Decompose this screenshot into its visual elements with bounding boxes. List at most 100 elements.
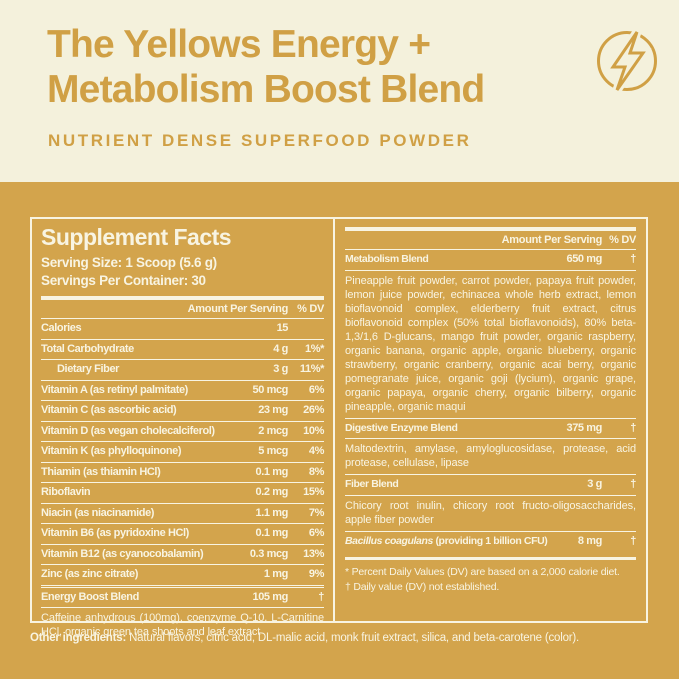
nutrient-name: Niacin (as niacinamide): [41, 506, 155, 519]
nutrient-dv: 13%: [303, 547, 324, 560]
nutrient-dv: 8%: [308, 465, 325, 478]
facts-left-column: Supplement Facts Serving Size: 1 Scoop (…: [32, 219, 335, 638]
product-title-line1: The Yellows Energy +: [47, 23, 431, 66]
blend-dv: †: [630, 478, 636, 490]
nutrient-amount: 0.1 mg: [255, 465, 289, 478]
blend-ingredients: Pineapple fruit powder, carrot powder, p…: [345, 269, 636, 418]
table-row: Vitamin A (as retinyl palmitate) 50 mcg …: [41, 379, 325, 401]
nutrient-dv: 1%*: [305, 342, 324, 355]
blend-dv: †: [630, 534, 636, 547]
nutrient-name: Vitamin A (as retinyl palmitate): [41, 383, 188, 396]
nutrient-name: Thiamin (as thiamin HCl): [41, 465, 161, 478]
thick-rule: [345, 227, 636, 231]
blend-amount: 8 mg: [577, 534, 602, 547]
table-row: Digestive Enzyme Blend 375 mg †: [345, 417, 636, 439]
nutrient-amount: 15: [276, 322, 289, 334]
lightning-bolt-icon: [593, 27, 661, 95]
footnotes: * Percent Daily Values (DV) are based on…: [345, 565, 636, 594]
blend-sections: Metabolism Blend 650 mg † Pineapple frui…: [345, 249, 636, 551]
product-subtitle: NUTRIENT DENSE SUPERFOOD POWDER: [48, 131, 472, 150]
other-ingredients: Other ingredients: Natural flavors, citr…: [30, 631, 650, 646]
table-row: Niacin (as niacinamide) 1.1 mg 7%: [41, 502, 324, 524]
nutrient-amount: 5 mcg: [258, 445, 288, 457]
nutrient-amount: 0.3 mcg: [249, 547, 289, 560]
nutrient-dv: 6%: [308, 527, 325, 539]
table-row: Calories 15: [41, 318, 324, 339]
amount-per-serving-header: Amount Per Serving: [187, 303, 289, 315]
table-row: Dietary Fiber 3 g 11%*: [41, 359, 324, 380]
table-row: Vitamin B12 (as cyanocobalamin) 0.3 mcg …: [41, 543, 324, 565]
table-row: Vitamin C (as ascorbic acid) 23 mg 26%: [41, 400, 324, 421]
product-title-line2: Metabolism Boost Blend: [47, 68, 485, 111]
footnote: * Percent Daily Values (DV) are based on…: [345, 566, 620, 578]
table-row: Bacillus coagulans (providing 1 billion …: [345, 530, 636, 552]
energy-blend-ingredients: Caffeine anhydrous (100mg), coenzyme Q-1…: [41, 607, 324, 643]
nutrient-dv: 15%: [303, 486, 324, 498]
nutrient-name: Energy Boost Blend: [41, 590, 139, 603]
thick-rule: [345, 557, 636, 560]
table-row: Energy Boost Blend 105 mg †: [41, 584, 324, 608]
other-ingredients-label: Other ingredients:: [30, 632, 127, 644]
blend-amount: 375 mg: [566, 421, 602, 434]
nutrient-amount: 0.1 mg: [255, 527, 289, 539]
nutrient-dv: 6%: [308, 383, 325, 396]
nutrient-dv: 11%*: [299, 363, 324, 375]
blend-section: Digestive Enzyme Blend 375 mg † Maltodex…: [345, 417, 636, 475]
nutrient-name: Vitamin B12 (as cyanocobalamin): [41, 547, 204, 560]
thick-rule: [41, 296, 324, 300]
column-header-row: Amount Per Serving % DV: [345, 231, 637, 249]
percent-dv-header: % DV: [297, 303, 324, 315]
nutrient-amount: 105 mg: [252, 590, 288, 603]
blend-name: Digestive Enzyme Blend: [345, 421, 458, 434]
nutrient-name: Total Carbohydrate: [41, 342, 134, 355]
blend-ingredients: Chicory root inulin, chicory root fructo…: [345, 494, 636, 531]
table-row: Riboflavin 0.2 mg 15%: [41, 482, 324, 503]
facts-right-column: Amount Per Serving % DV Metabolism Blend…: [335, 219, 646, 621]
nutrient-name: Zinc (as zinc citrate): [41, 568, 138, 580]
table-row: Zinc (as zinc citrate) 1 mg 9%: [41, 564, 324, 585]
table-row: Total Carbohydrate 4 g 1%*: [41, 338, 324, 360]
serving-size: Serving Size: 1 Scoop (5.6 g): [41, 255, 217, 270]
blend-dv: †: [630, 421, 636, 434]
percent-dv-header: % DV: [609, 234, 636, 246]
blend-amount: 650 mg: [566, 253, 602, 265]
nutrient-amount: 1.1 mg: [255, 506, 289, 519]
servings-per-container: Servings Per Container: 30: [41, 273, 206, 288]
nutrient-amount: 2 mcg: [258, 424, 288, 437]
label-body: Supplement Facts Serving Size: 1 Scoop (…: [0, 182, 679, 679]
blend-section: Bacillus coagulans (providing 1 billion …: [345, 530, 636, 552]
column-header-row: Amount Per Serving % DV: [41, 300, 325, 318]
nutrient-dv: †: [318, 590, 324, 603]
footnote: † Daily value (DV) not established.: [345, 580, 500, 593]
nutrient-name: Vitamin C (as ascorbic acid): [41, 404, 177, 416]
nutrient-amount: 4 g: [273, 342, 288, 355]
other-ingredients-text: Natural flavors, citric acid, DL-malic a…: [126, 632, 580, 644]
panel-title: Supplement Facts: [41, 224, 232, 250]
nutrient-dv: 10%: [303, 424, 324, 437]
blend-name: Bacillus coagulans (providing 1 billion …: [345, 534, 548, 547]
nutrient-name: Vitamin K (as phylloquinone): [41, 445, 182, 457]
header: The Yellows Energy + Metabolism Boost Bl…: [0, 0, 679, 182]
nutrient-dv: 9%: [308, 568, 325, 580]
nutrient-amount: 3 g: [273, 363, 288, 375]
nutrient-name: Vitamin D (as vegan cholecalciferol): [41, 424, 215, 437]
product-title: The Yellows Energy + Metabolism Boost Bl…: [47, 22, 485, 112]
table-row: Vitamin D (as vegan cholecalciferol) 2 m…: [41, 420, 324, 442]
table-row: Metabolism Blend 650 mg †: [345, 249, 636, 270]
blend-section: Fiber Blend 3 g † Chicory root inulin, c…: [345, 474, 636, 531]
blend-ingredients: Maltodextrin, amylase, amyloglucosidase,…: [345, 438, 636, 474]
nutrient-amount: 50 mcg: [252, 383, 288, 396]
nutrient-dv: 4%: [308, 445, 325, 457]
table-row: Vitamin B6 (as pyridoxine HCl) 0.1 mg 6%: [41, 523, 324, 544]
blend-dv: †: [630, 253, 636, 265]
amount-per-serving-header: Amount Per Serving: [501, 234, 603, 246]
supplement-facts-panel: Supplement Facts Serving Size: 1 Scoop (…: [30, 217, 648, 638]
blend-amount: 3 g: [587, 478, 602, 490]
nutrient-amount: 0.2 mg: [255, 486, 289, 498]
nutrient-amount: 1 mg: [263, 568, 288, 580]
nutrient-name: Vitamin B6 (as pyridoxine HCl): [41, 527, 189, 539]
nutrient-dv: 26%: [303, 404, 324, 416]
table-row: Thiamin (as thiamin HCl) 0.1 mg 8%: [41, 461, 325, 483]
blend-name: Fiber Blend: [345, 478, 399, 490]
